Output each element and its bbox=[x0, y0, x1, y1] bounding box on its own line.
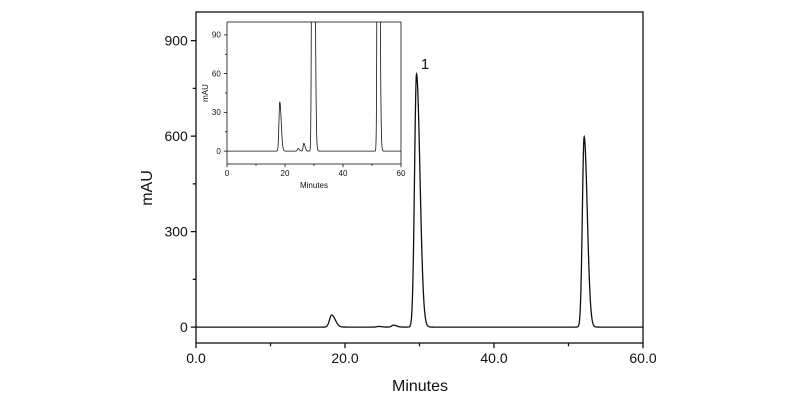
inset-x-axis-label: Minutes bbox=[300, 181, 328, 190]
inset-plot: 0 20 40 60 0 30 60 90 bbox=[212, 21, 406, 178]
x-tick-label: 40 bbox=[339, 169, 348, 178]
x-tick-label: 20 bbox=[281, 169, 290, 178]
y-tick-label: 300 bbox=[164, 224, 188, 240]
chromatogram-trace bbox=[196, 71, 643, 328]
y-tick-label: 0 bbox=[180, 319, 188, 335]
x-tick-label: 60 bbox=[397, 169, 406, 178]
x-tick-label: 0.0 bbox=[186, 350, 206, 366]
y-tick-label: 900 bbox=[164, 33, 188, 49]
y-tick-label: 0 bbox=[216, 147, 221, 156]
x-tick-label: 40.0 bbox=[480, 350, 507, 366]
inset-y-axis-label: mAU bbox=[201, 84, 210, 102]
x-tick-label: 0 bbox=[225, 169, 230, 178]
x-axis-label: Minutes bbox=[392, 378, 448, 395]
y-tick-label: 30 bbox=[212, 108, 221, 117]
chromatogram-trace bbox=[227, 22, 401, 152]
y-tick-label: 90 bbox=[212, 31, 221, 40]
y-tick-label: 600 bbox=[164, 128, 188, 144]
x-tick-label: 60.0 bbox=[629, 350, 656, 366]
plot-frame bbox=[226, 21, 402, 165]
y-tick-label: 60 bbox=[212, 69, 221, 78]
y-axis-label: mAU bbox=[139, 170, 156, 206]
peak-label-1: 1 bbox=[421, 56, 429, 73]
x-tick-label: 20.0 bbox=[331, 350, 358, 366]
